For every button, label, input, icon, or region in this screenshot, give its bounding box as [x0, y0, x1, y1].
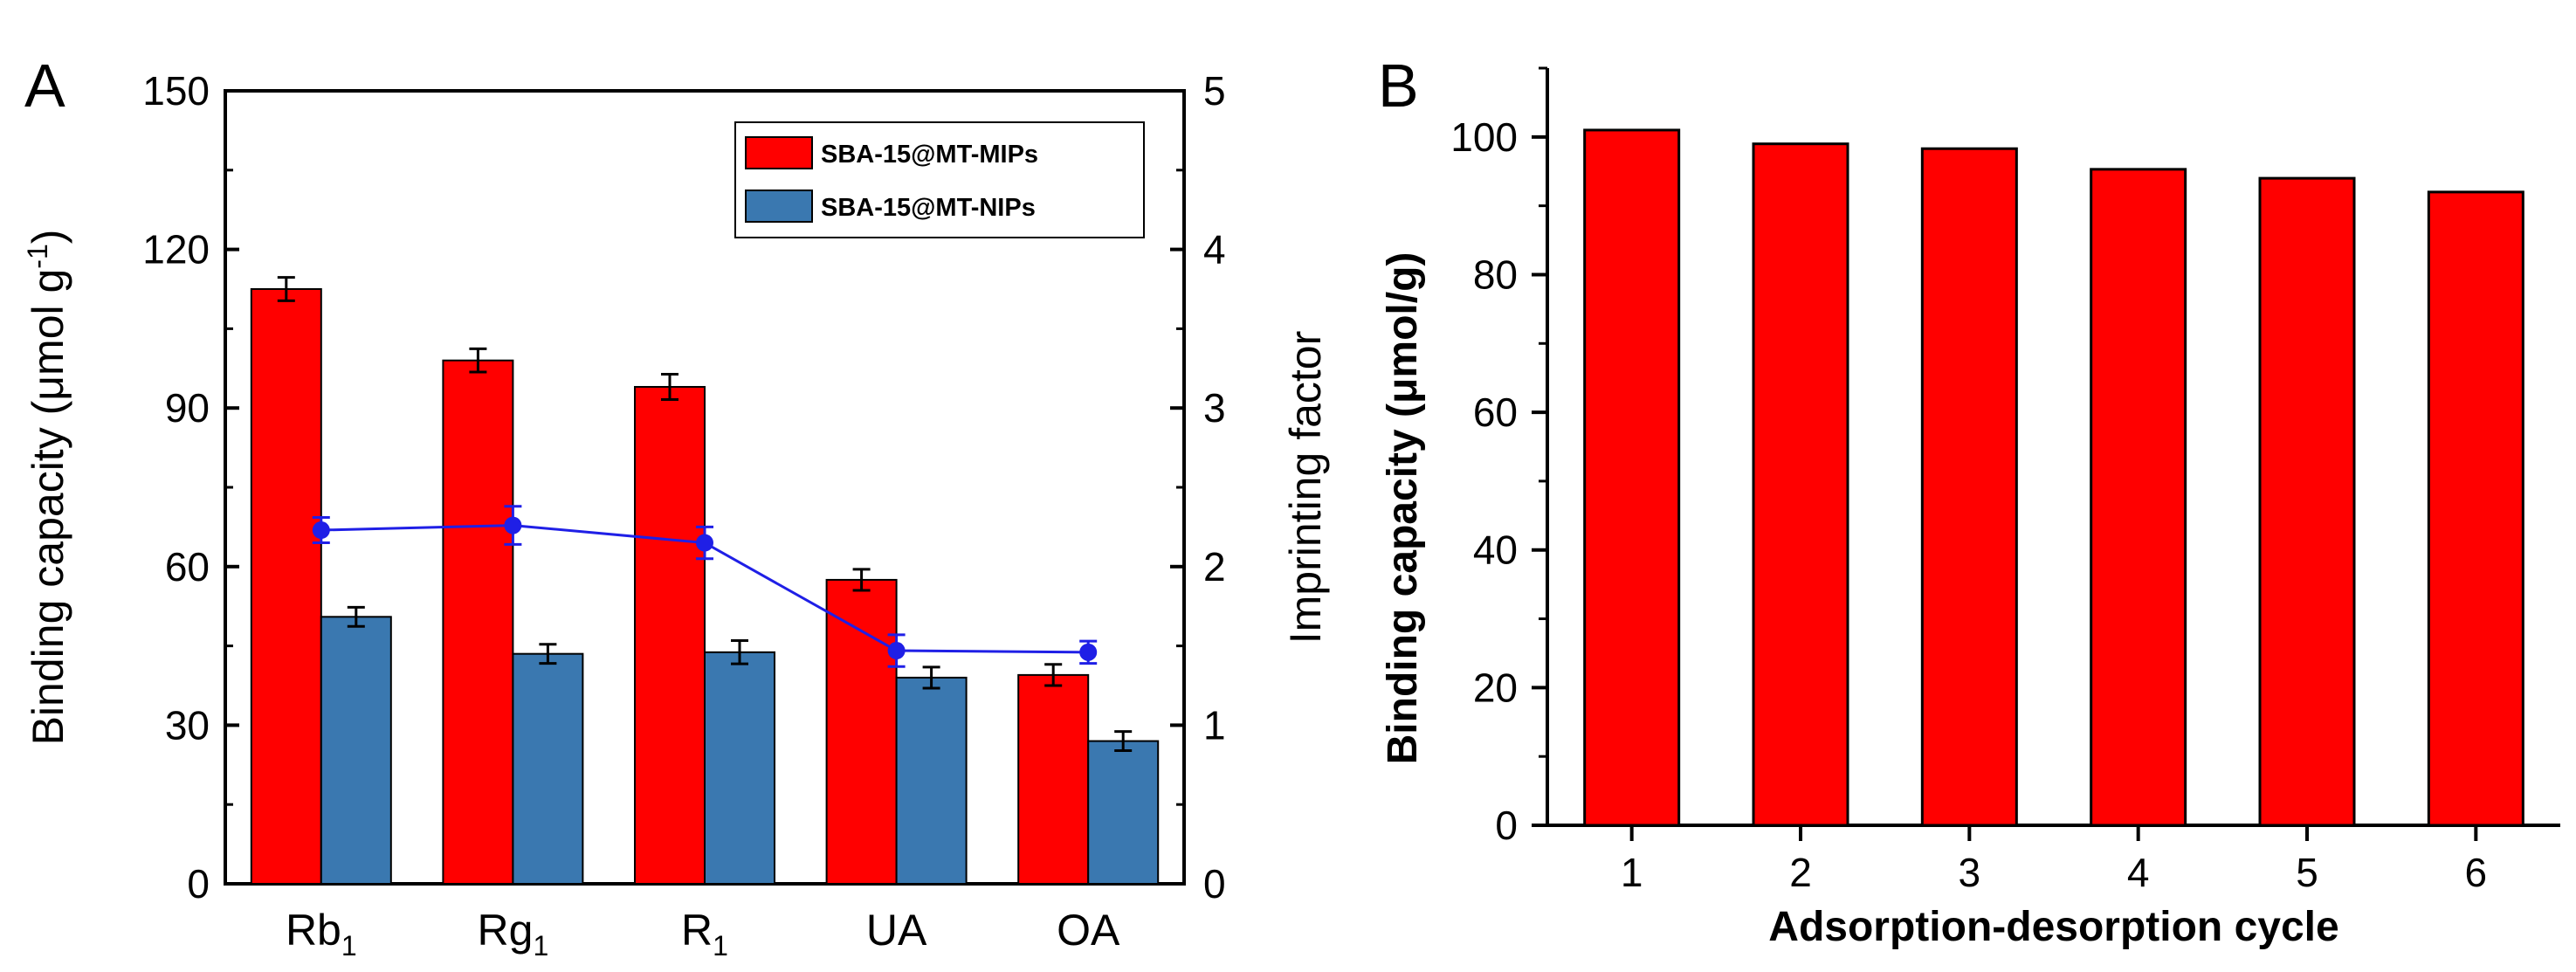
- panel-a-imprinting-factor-line: [312, 505, 1098, 668]
- panel-a-error-bars: [277, 276, 1133, 752]
- panel-a: A 0 30 60 90 120 150 0 1 2 3 4 5 Rb1 Rg1 R1 UA OA Bind…: [22, 52, 1330, 962]
- right-tick-label: 5: [1203, 68, 1226, 114]
- imprinting-factor-point: [504, 516, 522, 534]
- imprinting-factor-point: [887, 642, 906, 660]
- cycle-bar: [1920, 147, 2018, 827]
- nips-bar: [895, 676, 968, 885]
- panel-a-y-axis-title-right: Imprinting factor: [1281, 331, 1330, 644]
- panel-b-letter: B: [1378, 52, 1419, 120]
- mips-bar: [634, 385, 706, 885]
- imprinting-factor-point: [312, 521, 330, 540]
- nips-bar: [704, 651, 775, 885]
- y-tick-label: 100: [1450, 114, 1518, 160]
- panel-a-letter: A: [24, 52, 65, 120]
- y-tick-label: 40: [1473, 527, 1518, 573]
- cycle-bar: [2427, 190, 2524, 827]
- y-tick-label: 20: [1473, 665, 1518, 710]
- cycle-bar: [2258, 176, 2356, 827]
- panel-a-legend: SBA-15@MT-MIPs SBA-15@MT-NIPs: [734, 121, 1145, 238]
- right-tick-label: 0: [1203, 861, 1226, 907]
- panel-b-y-axis-title: Binding capacity (μmol/g): [1380, 252, 1426, 765]
- mips-bar: [1017, 673, 1090, 885]
- cycle-bar: [1752, 142, 1849, 827]
- left-tick-label: 120: [142, 227, 210, 272]
- legend-label-mips: SBA-15@MT-MIPs: [821, 141, 1038, 169]
- panel-a-x-axis-ticks: Rb1 Rg1 R1 UA OA: [286, 870, 1120, 962]
- nips-bar: [1087, 740, 1160, 885]
- cycle-bar: [1583, 128, 1681, 827]
- legend-label-nips: SBA-15@MT-NIPs: [821, 194, 1036, 222]
- mips-bar: [442, 359, 514, 886]
- category-label: R1: [681, 906, 728, 962]
- y-tick-label: 80: [1473, 252, 1518, 297]
- panel-a-right-axis-ticks: 0 1 2 3 4 5: [1170, 68, 1226, 907]
- imprinting-factor-point: [696, 534, 713, 552]
- legend-swatch-nips: [745, 190, 813, 223]
- y-tick-label: 0: [1495, 803, 1518, 848]
- panel-b-x-axis-ticks: 1 2 3 4 5 6: [1621, 825, 2487, 895]
- x-tick-label: 1: [1621, 850, 1643, 895]
- panel-b-bars: [1583, 128, 2524, 827]
- left-tick-label: 30: [165, 702, 210, 748]
- legend-swatch-mips: [745, 136, 813, 169]
- right-tick-label: 3: [1203, 385, 1226, 431]
- x-tick-label: 5: [2296, 850, 2318, 895]
- x-tick-label: 2: [1789, 850, 1812, 895]
- mips-bar: [825, 578, 898, 886]
- x-tick-label: 6: [2465, 850, 2488, 895]
- y-tick-label: 60: [1473, 389, 1518, 435]
- panel-b-y-axis-ticks: 0 20 40 60 80 100: [1450, 66, 1547, 848]
- panel-a-bars: [250, 288, 1160, 886]
- left-tick-label: 60: [165, 544, 210, 589]
- category-label: Rb1: [286, 906, 357, 962]
- category-label: Rg1: [478, 906, 549, 962]
- right-tick-label: 4: [1203, 227, 1226, 272]
- left-tick-label: 0: [187, 861, 210, 907]
- category-label: UA: [866, 906, 927, 955]
- left-tick-label: 150: [142, 68, 210, 114]
- category-label: OA: [1057, 906, 1120, 955]
- right-tick-label: 2: [1203, 544, 1226, 589]
- mips-bar: [250, 288, 322, 885]
- left-tick-label: 90: [165, 385, 210, 431]
- nips-bar: [512, 652, 584, 885]
- nips-bar: [320, 616, 392, 885]
- x-tick-label: 3: [1959, 850, 1981, 895]
- imprinting-factor-point: [1079, 643, 1098, 661]
- panel-a-y-axis-title-left: Binding capacity (μmol g-1): [22, 230, 72, 746]
- cycle-bar: [2090, 168, 2187, 827]
- panel-a-left-axis-ticks: 0 30 60 90 120 150: [142, 68, 239, 907]
- right-tick-label: 1: [1203, 702, 1226, 748]
- panel-b: B 0 20 40 60 80 100 1 2 3 4 5 6 Binding capacity (…: [1378, 52, 2560, 950]
- x-tick-label: 4: [2127, 850, 2150, 895]
- panel-b-x-axis-title: Adsorption-desorption cycle: [1768, 904, 2338, 950]
